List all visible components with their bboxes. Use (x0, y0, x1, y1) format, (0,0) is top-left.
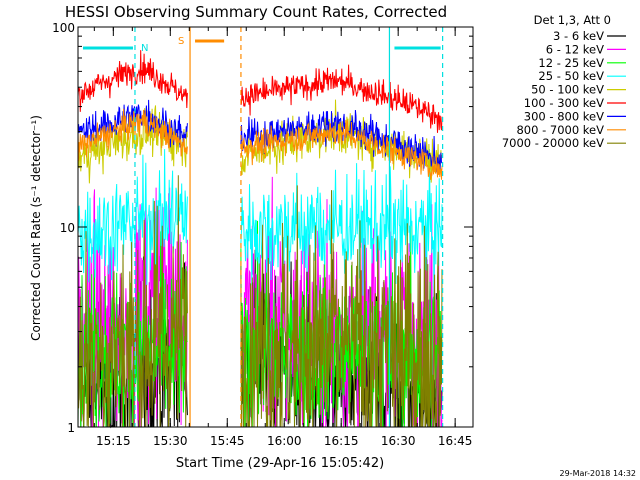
series-line-4 (77, 99, 443, 184)
x-tick-label: 15:45 (210, 434, 245, 448)
markers-layer: NS (83, 27, 444, 427)
x-tick-label: 16:45 (438, 434, 473, 448)
date-stamp: 29-Mar-2018 14:32 (560, 469, 637, 478)
legend-label-6: 300 - 800 keV (524, 109, 604, 123)
legend-label-5: 100 - 300 keV (524, 96, 604, 110)
legend-label-1: 6 - 12 keV (546, 42, 604, 56)
series-line-7 (77, 108, 443, 181)
chart-title: HESSI Observing Summary Count Rates, Cor… (65, 3, 447, 21)
series-layer (77, 50, 443, 429)
x-tick-label: 15:15 (96, 434, 131, 448)
series-line-8 (77, 175, 443, 428)
x-tick-label: 16:00 (267, 434, 302, 448)
legend-label-4: 50 - 100 keV (531, 83, 604, 97)
x-tick-label: 15:30 (153, 434, 188, 448)
x-axis-label: Start Time (29-Apr-16 15:05:42) (176, 456, 384, 471)
series-line-5 (77, 50, 443, 133)
flag-label-0: N (141, 43, 148, 54)
axes-layer: 1 10 100 15:15 15:30 15:45 16:00 16:15 16:30 16:4… (52, 21, 474, 448)
legend-title: Det 1,3, Att 0 (534, 13, 611, 27)
legend-label-3: 25 - 50 keV (538, 69, 604, 83)
x-tick-label: 16:15 (324, 434, 359, 448)
x-tick-label: 16:30 (381, 434, 416, 448)
y-tick-label: 1 (67, 421, 75, 435)
y-axis-label: Corrected Count Rate (s⁻¹ detector⁻¹) (29, 115, 43, 341)
legend-label-0: 3 - 6 keV (553, 29, 604, 43)
legend-label-2: 12 - 25 keV (538, 56, 604, 70)
y-tick-label: 100 (52, 21, 75, 35)
series-line-3 (77, 149, 443, 302)
legend-label-7: 800 - 7000 keV (516, 123, 604, 137)
y-tick-label: 10 (60, 221, 75, 235)
legend-label-8: 7000 - 20000 keV (502, 136, 604, 150)
flag-label-2: S (178, 36, 184, 47)
